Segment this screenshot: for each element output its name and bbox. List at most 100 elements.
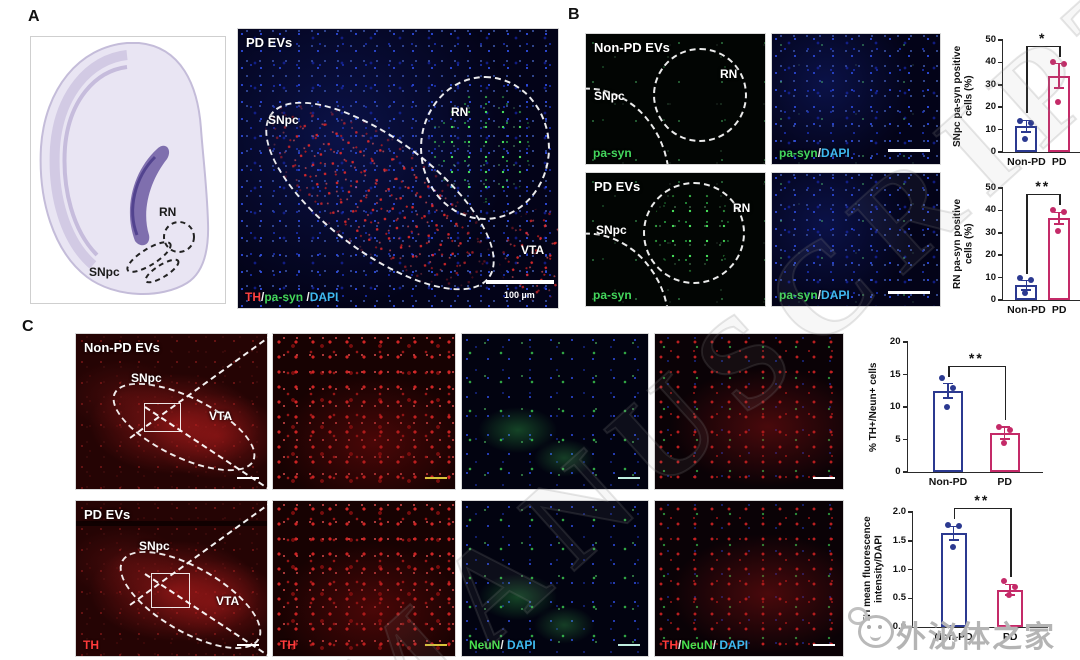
xlab: Non-PD <box>928 476 968 488</box>
tickmark <box>908 540 913 542</box>
ecap <box>948 525 959 528</box>
ticklab: 0 <box>990 294 996 305</box>
tickmark <box>908 511 913 513</box>
ecap <box>1021 119 1032 122</box>
dot <box>1028 119 1035 126</box>
ebar <box>952 526 955 541</box>
plot-area: 0 10 20 30 40 50 Non-PD PD ** <box>985 178 1080 316</box>
dot <box>950 384 956 391</box>
tickmark <box>998 61 1003 64</box>
vta-label: VTA <box>209 409 233 423</box>
scale-bar <box>888 149 930 152</box>
xlab: PD <box>1051 156 1067 168</box>
channel-part: / <box>817 288 822 302</box>
dot <box>1000 439 1007 446</box>
dot <box>1001 578 1008 584</box>
chart-th-neun-cells: % TH+/Neun+ cells 0 5 10 15 20 Non-PD PD ** <box>868 337 1043 488</box>
ecap <box>1054 62 1065 65</box>
channel-caption: pa-syn <box>593 288 632 302</box>
dot <box>1022 290 1029 297</box>
tickmark <box>908 568 913 571</box>
tickmark <box>908 597 913 599</box>
pasyn-speckle-overlay <box>772 34 940 164</box>
channel-part: pa-syn <box>779 288 818 302</box>
sigline <box>948 365 1005 367</box>
tickmark <box>902 341 908 343</box>
channel-part: DAPI <box>821 288 850 302</box>
ticklab: 2.0 <box>892 506 906 517</box>
ticklab: 15 <box>889 368 901 380</box>
channel-caption: NeuN/ DAPI <box>469 638 536 652</box>
scale-bar-label: 100 µm <box>504 290 535 300</box>
dot <box>1012 583 1019 590</box>
dot <box>1017 274 1024 281</box>
ticklab: 1.0 <box>892 563 906 575</box>
ebar <box>1058 63 1060 89</box>
dot <box>995 423 1002 430</box>
channel-caption: TH <box>280 638 296 652</box>
b-nonpd-pasyn-image: Non-PD EVs SNpc RN pa-syn <box>585 33 766 165</box>
panel-a-label: A <box>28 8 40 25</box>
dot <box>1028 276 1035 283</box>
ticklab: 0.0 <box>892 621 906 632</box>
tickmark <box>998 39 1003 41</box>
ticklab: 20 <box>985 101 996 113</box>
scale-bar <box>237 476 259 479</box>
dot <box>1055 227 1062 234</box>
channel-part: pa-syn <box>779 146 818 160</box>
dot <box>1022 135 1029 142</box>
ecap <box>948 539 959 541</box>
tickmark <box>902 373 908 376</box>
dot <box>1006 426 1013 433</box>
image-title: Non-PD EVs <box>594 40 670 55</box>
channel-part: DAPI <box>309 290 339 304</box>
ebar <box>1009 584 1011 595</box>
ticklab: 10 <box>889 401 901 412</box>
xlab: PD <box>1051 304 1067 316</box>
channel-part: pa-syn <box>593 288 632 302</box>
channel-part: pa-syn <box>593 146 632 160</box>
atlas-rn-label: RN <box>159 205 177 219</box>
snpc-label: SNpc <box>139 539 170 553</box>
channel-part: NeuN <box>681 638 713 652</box>
ticklab: 40 <box>985 56 996 68</box>
ecap <box>999 438 1010 440</box>
logo-mouth <box>870 631 881 641</box>
scale-bar <box>237 643 259 646</box>
channel-part: DAPI <box>821 146 850 160</box>
channel-part: pa-syn <box>264 290 304 304</box>
rn-outline <box>643 182 745 284</box>
xlab: PD <box>1002 631 1018 643</box>
ticklab: 20 <box>985 249 996 261</box>
ecap <box>999 426 1010 428</box>
channel-caption: TH/pa-syn /DAPI <box>245 290 338 304</box>
ebar <box>1003 427 1006 439</box>
panel-a-merge-image: PD EVs SNpc RN VTA TH/pa-syn /DAPI 100 µ… <box>237 28 559 309</box>
b-pd-merge-image: pa-syn/DAPI <box>771 172 941 307</box>
channel-part: / <box>261 290 265 304</box>
dot <box>1050 59 1057 66</box>
ticklab: 10 <box>985 123 996 135</box>
ticklab: 30 <box>985 78 996 90</box>
b-nonpd-merge-image: pa-syn/DAPI <box>771 33 941 165</box>
snpc-label: SNpc <box>131 371 162 385</box>
image-title: PD EVs <box>84 507 131 522</box>
ebar <box>1025 280 1028 291</box>
tickmark <box>998 209 1003 212</box>
channel-part: / <box>678 638 682 652</box>
tickmark <box>902 438 908 441</box>
ecap <box>943 397 953 399</box>
dot <box>1006 592 1013 599</box>
dot <box>1061 208 1068 215</box>
ticklab: 50 <box>985 182 996 193</box>
snpc-label: SNpc <box>594 89 625 103</box>
siglab: ** <box>1035 178 1051 195</box>
y-axis-label: SNpc pa-syn positive cells (%) <box>952 45 975 147</box>
rn-label: RN <box>451 105 469 119</box>
atlas-snpc-label: SNpc <box>89 265 120 279</box>
ticklab: 0.5 <box>892 592 906 604</box>
xlab: PD <box>997 476 1012 488</box>
tickmark <box>998 299 1003 301</box>
ebar <box>947 383 949 398</box>
channel-caption: pa-syn/DAPI <box>779 146 850 160</box>
